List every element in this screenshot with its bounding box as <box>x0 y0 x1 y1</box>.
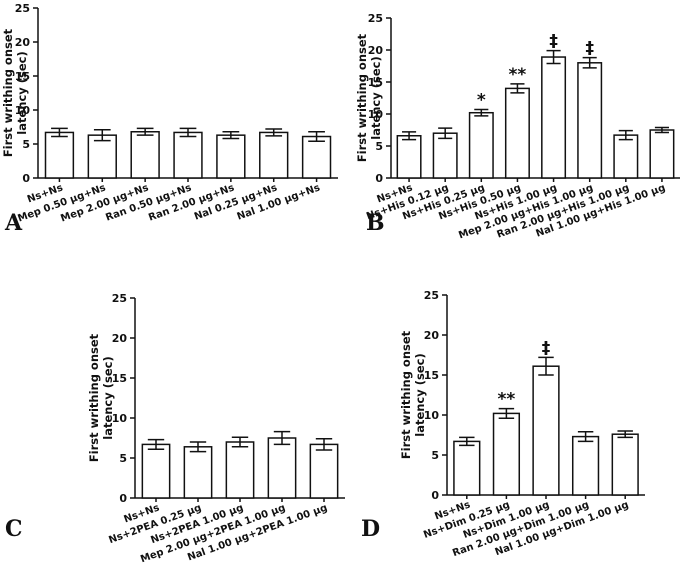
bar <box>577 62 603 179</box>
y-axis-label: First writhing onset <box>399 330 413 459</box>
bar <box>396 135 422 179</box>
significance-mark: ** <box>509 65 527 85</box>
panel-label: A <box>4 210 23 236</box>
bar <box>44 131 75 179</box>
bar <box>259 131 289 179</box>
error-bar <box>273 430 291 446</box>
bar <box>541 56 567 179</box>
y-tick-label: 25 <box>15 2 30 15</box>
y-tick-label: 15 <box>424 369 439 382</box>
error-bar <box>617 430 633 439</box>
bar <box>309 443 339 499</box>
y-tick-label: 5 <box>431 449 439 462</box>
bar <box>453 440 481 496</box>
y-tick-label: 5 <box>22 138 30 151</box>
bar <box>611 433 639 496</box>
error-bar <box>474 108 489 117</box>
panel-label: D <box>361 516 380 542</box>
y-axis-label: First writhing onset <box>355 33 369 162</box>
bar <box>183 446 213 499</box>
y-tick-label: 5 <box>375 140 383 153</box>
error-bar <box>222 131 240 140</box>
bar <box>130 131 160 179</box>
bar <box>492 412 521 496</box>
y-tick-label: 20 <box>15 36 31 49</box>
y-tick-label: 10 <box>368 108 384 121</box>
y-tick-label: 10 <box>112 412 128 425</box>
significance-mark: ** <box>498 390 516 410</box>
y-tick-label: 25 <box>424 289 439 302</box>
y-tick-label: 15 <box>15 70 30 83</box>
y-axis-label: First writhing onset <box>1 28 15 157</box>
error-bar <box>51 127 68 138</box>
y-tick-label: 0 <box>431 489 439 502</box>
panel-label: C <box>5 516 23 542</box>
y-tick-label: 20 <box>368 44 384 57</box>
bar <box>141 443 171 499</box>
significance-mark: ‡ <box>549 32 558 52</box>
bar <box>225 441 255 499</box>
error-bar <box>315 438 333 451</box>
bar <box>216 134 246 179</box>
error-bar <box>498 407 515 419</box>
error-bar <box>618 129 633 141</box>
bar <box>532 365 560 496</box>
y-tick-label: 5 <box>119 452 127 465</box>
error-bar <box>231 436 249 448</box>
bar <box>571 435 600 496</box>
error-bar <box>308 131 325 143</box>
error-bar <box>582 56 597 69</box>
bar <box>87 134 117 179</box>
y-tick-label: 20 <box>112 332 128 345</box>
error-bar <box>179 127 197 138</box>
y-tick-label: 15 <box>368 76 383 89</box>
bar <box>173 131 203 179</box>
bar <box>649 129 675 179</box>
error-bar <box>147 438 165 450</box>
error-bar <box>189 441 207 453</box>
y-tick-label: 10 <box>15 104 31 117</box>
error-bar <box>510 83 525 94</box>
bar <box>504 87 530 179</box>
error-bar <box>577 431 594 443</box>
y-tick-label: 0 <box>22 172 30 185</box>
y-tick-label: 25 <box>112 292 127 305</box>
y-tick-label: 10 <box>424 409 440 422</box>
y-tick-label: 0 <box>119 492 127 505</box>
error-bar <box>265 128 283 137</box>
error-bar <box>538 356 554 376</box>
significance-mark: ‡ <box>585 39 594 59</box>
significance-mark: * <box>477 91 486 111</box>
bar <box>613 134 639 179</box>
error-bar <box>546 49 561 65</box>
significance-mark: ‡ <box>542 338 551 358</box>
bar <box>267 437 297 499</box>
y-axis-label: latency (sec) <box>413 353 427 436</box>
y-axis-label: First writhing onset <box>87 333 101 462</box>
error-bar <box>459 436 475 447</box>
error-bar <box>93 128 111 142</box>
bar <box>301 135 332 179</box>
error-bar <box>136 127 154 136</box>
y-axis-label: latency (sec) <box>15 51 29 134</box>
y-tick-label: 15 <box>112 372 127 385</box>
error-bar <box>402 131 417 141</box>
bar <box>468 111 494 179</box>
error-bar <box>438 127 453 140</box>
y-tick-label: 0 <box>375 172 383 185</box>
y-axis-label: latency (sec) <box>101 356 115 439</box>
error-bar <box>654 126 669 134</box>
panel-label: B <box>366 210 385 236</box>
y-axis-label: latency (sec) <box>369 56 383 139</box>
y-tick-label: 25 <box>368 12 383 25</box>
y-tick-label: 20 <box>424 329 440 342</box>
bar <box>432 132 458 179</box>
